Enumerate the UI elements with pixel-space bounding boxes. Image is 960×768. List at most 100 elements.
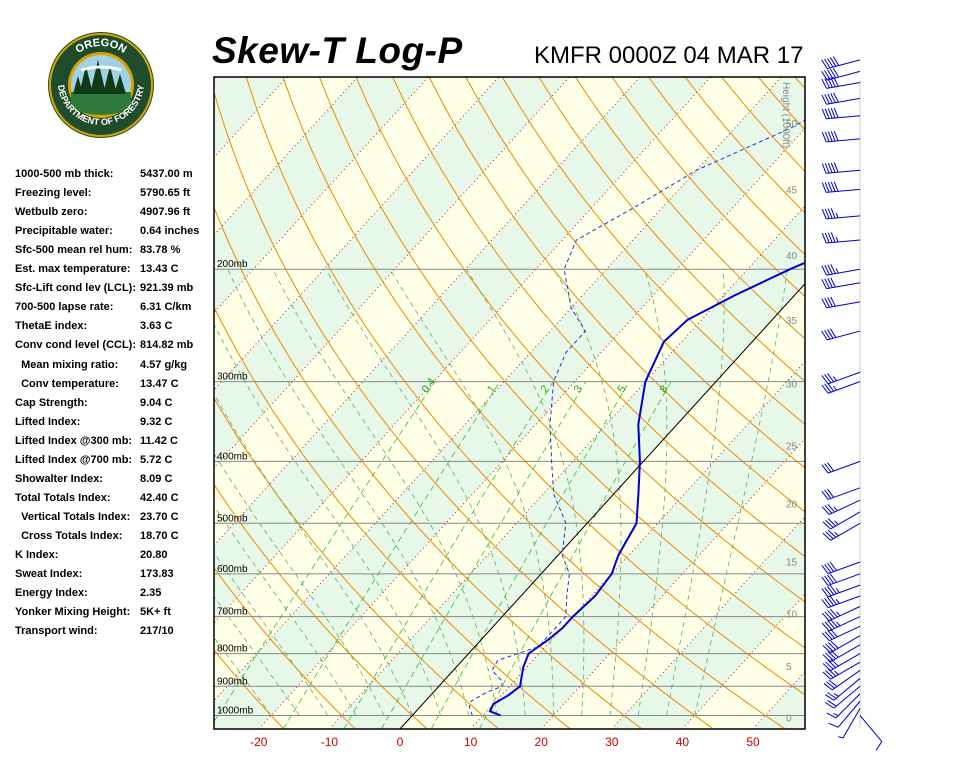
wind-barb-flag: [824, 108, 830, 119]
wind-barb-flag: [832, 56, 840, 66]
wind-barb-flag: [827, 660, 837, 668]
wind-barb-flag: [830, 658, 839, 667]
moist-adiabat: [389, 268, 554, 716]
wind-barb: [828, 700, 861, 728]
wind-barb-shaft: [830, 653, 861, 672]
index-value: 3.63 C: [140, 320, 173, 333]
wind-barb-flag: [821, 588, 829, 598]
height-tick-label: 45: [786, 185, 798, 196]
wind-barb-flag: [824, 208, 830, 219]
wind-barb-flag: [821, 233, 827, 244]
dry-adiabat: [245, 77, 786, 729]
wind-barb-flag: [826, 681, 835, 689]
wind-barb: [822, 635, 861, 654]
wind-barb-flag: [821, 265, 827, 276]
wind-barb-shaft: [830, 644, 861, 663]
wind-barb-flag: [827, 642, 837, 651]
index-label: ThetaE index:: [15, 320, 88, 333]
wind-barb: [821, 460, 861, 474]
wind-barb: [821, 371, 861, 385]
wind-barb: [821, 616, 861, 632]
wind-barb-flag: [829, 328, 837, 338]
wind-barb-half-flag: [835, 599, 840, 604]
dry-adiabat: [428, 77, 805, 513]
wind-barb-flag: [821, 564, 829, 574]
wind-barb-shaft: [827, 381, 861, 394]
wind-barb-flag: [822, 532, 831, 541]
wind-barb-flag: [821, 612, 830, 622]
moist-adiabat: [214, 505, 357, 716]
isotherm-line: [214, 77, 570, 469]
wind-barb-flag: [830, 619, 838, 628]
index-label: Energy Index:: [15, 587, 88, 600]
wind-barb-shaft: [833, 685, 861, 709]
wind-barb-half-flag: [835, 588, 840, 593]
dry-adiabat: [214, 483, 428, 729]
oregon-department-of-forestry-logo: OREGON DEPARTMENT OF FORESTRY: [48, 32, 154, 138]
index-value: 42.40 C: [140, 491, 179, 504]
dry-adiabat: [214, 305, 571, 729]
dry-adiabat: [392, 77, 805, 558]
index-label: Mean mixing ratio:: [15, 358, 119, 371]
wind-barb-flag: [821, 163, 827, 174]
wind-barb: [821, 92, 861, 105]
pressure-level-label: 600mb: [217, 564, 248, 575]
index-value: 4.57 g/kg: [140, 358, 188, 371]
height-tick-label: 20: [786, 500, 798, 511]
wind-barb-flag: [830, 181, 836, 192]
wind-barb: [821, 296, 861, 309]
wind-barb: [859, 715, 883, 751]
x-tick-label: 10: [464, 735, 478, 749]
index-label: Freezing level:: [15, 187, 92, 200]
index-label: Total Totals Index:: [15, 491, 111, 504]
wind-barb-shaft: [827, 584, 861, 598]
x-tick-label: -20: [250, 735, 268, 749]
wind-barb-flag: [833, 92, 839, 103]
wind-barb-flag: [821, 622, 830, 632]
wind-barb: [822, 653, 861, 672]
mixing-ratio-line: [479, 381, 672, 729]
moist-adiabat: [637, 269, 668, 716]
x-tick-label: 40: [676, 735, 690, 749]
wind-barb-half-flag: [833, 693, 839, 697]
moist-adiabat: [214, 323, 441, 716]
moist-adiabat: [553, 269, 622, 716]
wind-barb-flag: [827, 208, 833, 219]
index-value: 5K+ ft: [140, 606, 171, 619]
pressure-level-label: 500mb: [217, 513, 248, 524]
wind-barb-shaft: [827, 460, 861, 474]
wind-barb-flag: [827, 131, 833, 142]
wind-barb-flag: [824, 621, 833, 631]
wind-barb-flag: [827, 586, 835, 596]
wind-barb-flag: [833, 181, 839, 192]
wind-barb-flag: [824, 597, 832, 607]
index-value: 11.42 C: [140, 434, 178, 447]
x-tick-label: 20: [535, 735, 549, 749]
wind-barb-flag: [824, 70, 831, 80]
wind-barb-flag: [821, 108, 827, 119]
index-value: 921.39 mb: [140, 282, 194, 295]
wind-barb: [821, 162, 861, 174]
index-label: Cross Totals Index:: [15, 529, 123, 542]
moist-adiabat: [214, 595, 300, 716]
wind-barb: [821, 561, 861, 575]
temperature-band: [214, 77, 805, 729]
height-tick-label: 35: [786, 316, 798, 327]
pressure-level-label: 1000mb: [217, 705, 254, 716]
station-time-label: KMFR 0000Z 04 MAR 17: [534, 42, 804, 69]
zero-isotherm-line: [399, 282, 805, 729]
wind-barb-flag: [827, 610, 835, 619]
isotherm-line: [214, 77, 782, 702]
wind-barb: [821, 107, 861, 120]
index-label: Lifted Index @700 mb:: [15, 453, 133, 466]
dry-adiabat: [794, 77, 805, 90]
wind-barb-flag: [825, 652, 834, 661]
wind-barb-flag: [830, 131, 836, 142]
wind-barb-shaft: [835, 693, 861, 719]
index-value: 83.78 %: [140, 244, 181, 257]
dry-adiabat: [214, 90, 714, 729]
temperature-band: [214, 77, 217, 80]
wind-barb-half-flag: [835, 212, 839, 218]
wind-barb-flag: [830, 608, 838, 618]
x-tick-label: 50: [746, 735, 760, 749]
